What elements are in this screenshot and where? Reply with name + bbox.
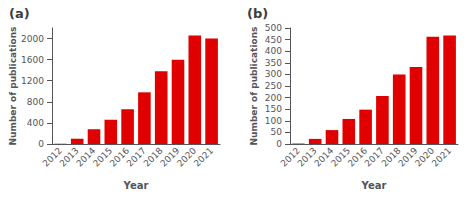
svg-text:Year: Year <box>123 180 149 191</box>
svg-text:2000: 2000 <box>21 34 44 44</box>
svg-text:Number of publications: Number of publications <box>8 27 18 146</box>
svg-text:2021: 2021 <box>430 145 453 168</box>
svg-text:2020: 2020 <box>413 145 437 169</box>
svg-text:400: 400 <box>265 46 282 56</box>
svg-text:(a): (a) <box>9 6 30 21</box>
svg-text:300: 300 <box>265 69 282 79</box>
svg-text:2016: 2016 <box>107 145 132 169</box>
svg-text:2020: 2020 <box>175 145 199 169</box>
svg-text:0: 0 <box>276 139 282 149</box>
svg-text:2019: 2019 <box>158 145 182 169</box>
svg-text:2017: 2017 <box>362 145 386 169</box>
svg-text:50: 50 <box>271 127 283 137</box>
svg-text:1200: 1200 <box>21 76 44 86</box>
svg-text:2015: 2015 <box>91 145 115 169</box>
svg-text:Number of publications: Number of publications <box>249 27 259 146</box>
svg-text:400: 400 <box>27 118 44 128</box>
svg-text:450: 450 <box>265 35 282 45</box>
svg-text:0: 0 <box>38 139 44 149</box>
svg-text:2016: 2016 <box>345 145 370 169</box>
svg-text:2014: 2014 <box>312 145 336 169</box>
svg-text:Year: Year <box>361 180 387 191</box>
svg-text:2015: 2015 <box>329 145 353 169</box>
svg-text:2019: 2019 <box>396 145 420 169</box>
svg-text:2012: 2012 <box>278 145 302 169</box>
svg-text:2012: 2012 <box>40 145 64 169</box>
svg-text:350: 350 <box>265 58 282 68</box>
svg-text:2014: 2014 <box>74 145 98 169</box>
svg-text:2021: 2021 <box>192 145 215 168</box>
svg-text:250: 250 <box>265 81 282 91</box>
svg-text:100: 100 <box>265 116 282 126</box>
svg-text:150: 150 <box>265 104 282 114</box>
svg-text:2018: 2018 <box>379 145 403 169</box>
svg-text:2018: 2018 <box>141 145 165 169</box>
svg-text:500: 500 <box>265 23 282 33</box>
svg-text:(b): (b) <box>247 6 268 21</box>
svg-text:800: 800 <box>27 97 44 107</box>
svg-text:2017: 2017 <box>124 145 148 169</box>
svg-text:1600: 1600 <box>21 55 44 65</box>
svg-text:200: 200 <box>265 93 282 103</box>
svg-text:2013: 2013 <box>295 145 319 169</box>
svg-text:2013: 2013 <box>57 145 81 169</box>
